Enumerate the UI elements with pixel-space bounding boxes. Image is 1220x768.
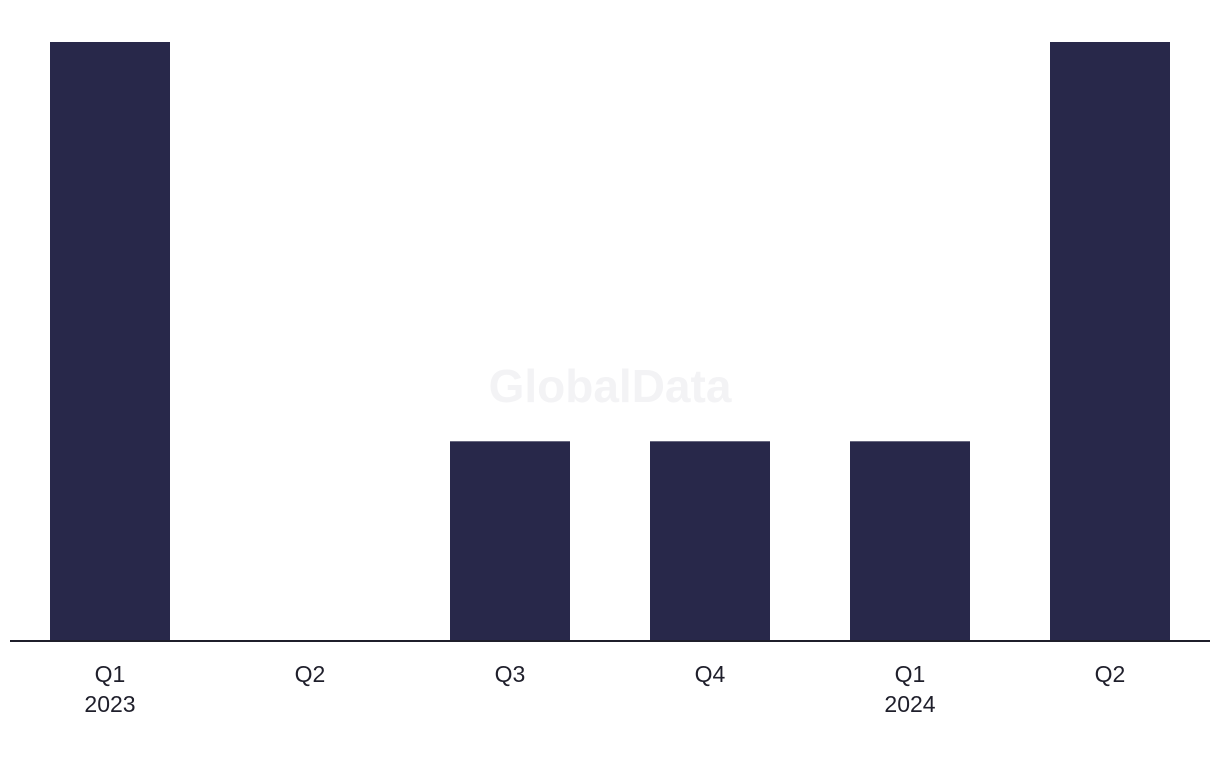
x-tick-quarter-4: Q1 xyxy=(895,661,926,687)
x-tick-quarter-0: Q1 xyxy=(95,661,126,687)
bar-2 xyxy=(450,441,570,641)
x-tick-quarter-1: Q2 xyxy=(295,661,326,687)
bar-0 xyxy=(50,42,170,641)
x-tick-quarter-5: Q2 xyxy=(1095,661,1126,687)
x-tick-year-0: 2023 xyxy=(84,691,135,717)
x-tick-labels: Q1 2023 Q2 Q3 Q4 Q1 2024 Q2 xyxy=(84,661,1125,717)
x-tick-year-4: 2024 xyxy=(884,691,935,717)
bar-3 xyxy=(650,441,770,641)
x-tick-quarter-3: Q4 xyxy=(695,661,726,687)
watermark: GlobalData xyxy=(489,360,732,412)
bars-group xyxy=(50,42,1170,641)
x-tick-quarter-2: Q3 xyxy=(495,661,526,687)
bar-4 xyxy=(850,441,970,641)
bar-5 xyxy=(1050,42,1170,641)
